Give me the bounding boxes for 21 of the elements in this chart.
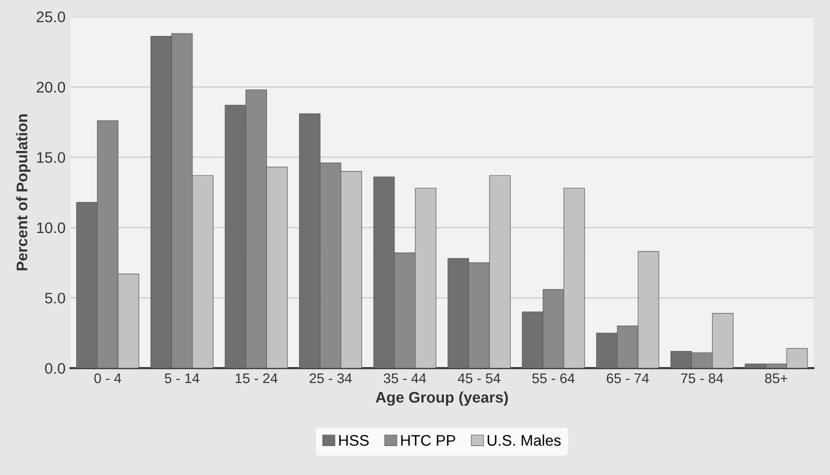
x-tick-label: 5 - 14 (164, 373, 200, 384)
x-tick-label: 75 - 84 (681, 373, 724, 384)
x-tick-label: 85+ (765, 373, 788, 384)
x-tick-label: 35 - 44 (384, 373, 426, 384)
y-tick-label: 15.0 (37, 152, 66, 163)
x-tick-label: 55 - 64 (532, 373, 575, 384)
x-tick-label: 0 - 4 (94, 373, 122, 384)
x-tick-label: 65 - 74 (606, 373, 649, 384)
y-tick-label: 5.0 (45, 292, 66, 304)
y-axis-title: Percent of Population (16, 114, 30, 270)
legend-label: HTC PP (401, 435, 456, 446)
y-tick-label: 10.0 (37, 222, 66, 234)
y-tick-label: 0.0 (45, 362, 66, 374)
x-tick-label: 25 - 34 (310, 373, 352, 384)
x-tick-label: 15 - 24 (236, 373, 278, 384)
legend-label: U.S. Males (488, 434, 561, 446)
y-tick-label: 25.0 (36, 11, 66, 22)
y-tick-label: 20.0 (36, 82, 66, 93)
legend-label: HSS (339, 435, 369, 446)
x-tick-label: 45 - 54 (458, 373, 500, 384)
x-axis-title: Age Group (years) (376, 391, 508, 406)
